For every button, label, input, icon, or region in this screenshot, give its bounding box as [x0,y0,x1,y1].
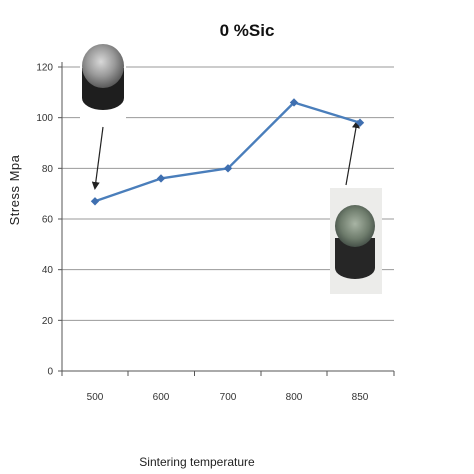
data-point-500 [90,197,100,206]
y-tick-label-0: 0 [47,367,53,378]
y-tick-label-120: 120 [36,63,53,74]
x-tick-label-500: 500 [87,392,104,403]
y-tick-label-20: 20 [42,316,54,327]
y-axis-label: Stress Mpa [7,154,22,225]
data-point-850 [355,118,365,127]
x-tick-label-600: 600 [153,392,170,403]
sample-photo-850 [330,188,382,294]
chart-title: 0 %Sic [220,21,275,40]
x-tick-labels: 500 600 700 800 850 [61,371,395,403]
sample-photo-500 [80,30,126,126]
y-tick-label-80: 80 [42,164,54,175]
y-tick-labels: 0 20 40 60 80 100 120 [36,63,53,378]
sample-puck-500-top [82,44,124,88]
x-tick-label-850: 850 [352,392,369,403]
x-axis-label: Sintering temperature [139,455,255,469]
x-tick-label-700: 700 [220,392,237,403]
sample-puck-850-top [335,205,375,247]
x-tick-label-800: 800 [286,392,303,403]
data-points [90,98,365,206]
data-point-600 [156,174,166,183]
axes [61,62,394,372]
data-point-800 [289,98,299,107]
arrow-to-850 [345,120,360,186]
y-tick-label-100: 100 [36,113,53,124]
data-point-700 [223,164,233,173]
y-tick-label-60: 60 [42,215,54,226]
y-tick-label-40: 40 [42,265,54,276]
arrow-to-500 [91,126,104,190]
